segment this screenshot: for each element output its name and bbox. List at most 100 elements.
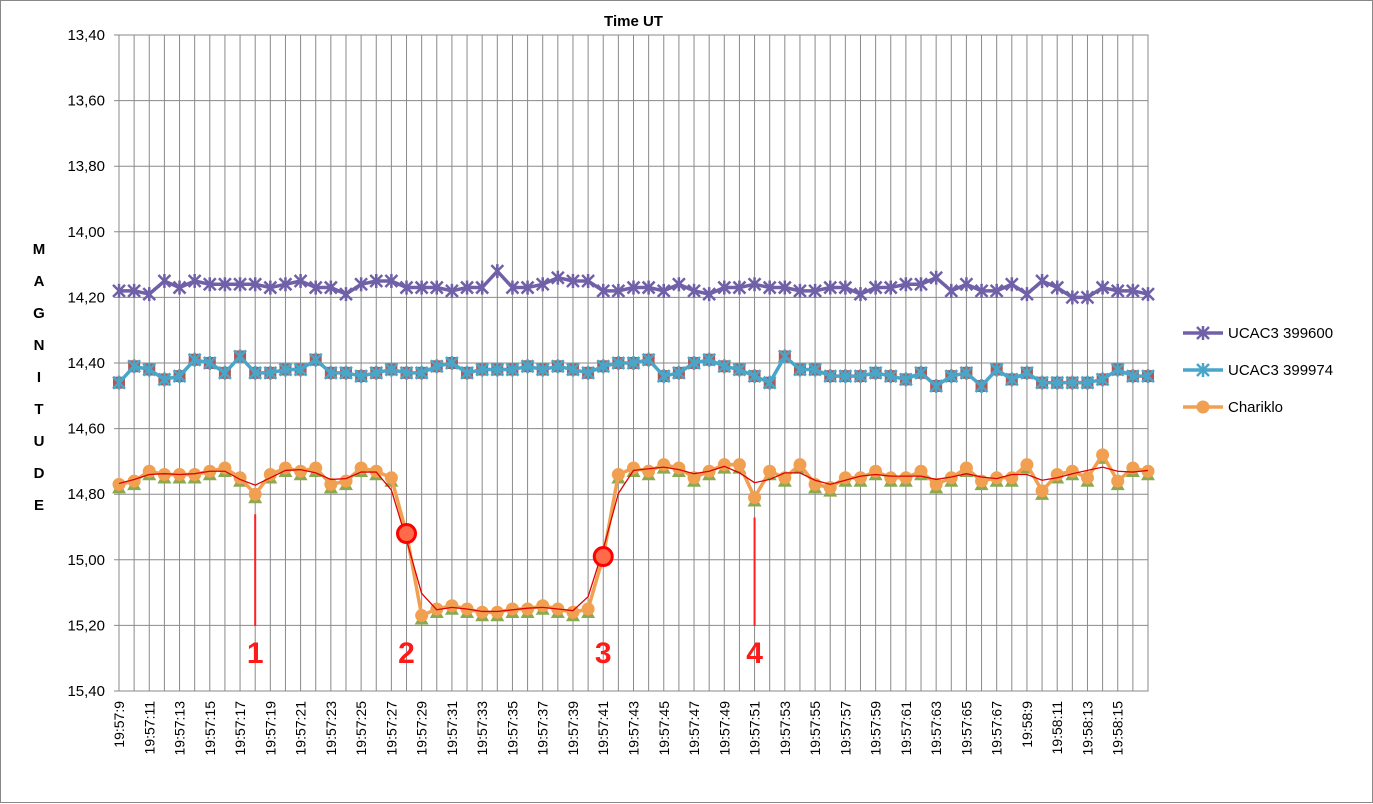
legend-label: UCAC3 399600 [1228,325,1333,342]
y-label-letter: U [34,433,45,450]
point-ucac3-399974 [233,349,247,364]
point-chariklo [944,471,958,485]
point-ucac3-399974 [762,375,777,390]
point-chariklo [869,464,883,478]
event-highlight-marker [592,546,614,568]
y-tick-label: 15,20 [67,617,105,634]
x-tick-label: 19:57:47 [686,701,702,756]
point-ucac3-399600 [323,280,338,295]
point-ucac3-399600 [717,280,732,295]
point-ucac3-399600 [989,283,1004,298]
point-ucac3-399974 [672,365,686,380]
point-ucac3-399974 [656,369,671,384]
point-ucac3-399974 [838,369,853,384]
point-chariklo [233,471,247,485]
point-chariklo [369,464,383,478]
point-ucac3-399600 [868,280,883,295]
legend: UCAC3 399600 UCAC3 399974 Chariklo [1183,325,1333,416]
point-ucac3-399600 [369,274,384,288]
point-ucac3-399600 [838,280,853,295]
point-ucac3-399974 [823,369,838,384]
point-chariklo [838,471,852,485]
x-tick-label: 19:57:49 [716,701,732,756]
x-tick-label: 19:57:59 [868,701,884,756]
legend-label: UCAC3 399974 [1228,362,1333,379]
point-chariklo [490,605,504,619]
point-chariklo [566,605,580,619]
point-chariklo [536,599,550,613]
point-chariklo [990,471,1004,485]
point-chariklo [793,458,807,472]
point-ucac3-399974 [959,365,974,380]
event-label: 2 [398,637,415,670]
y-label-letter: N [34,337,45,354]
point-ucac3-399974 [974,378,989,393]
x-tick-label: 19:57:55 [807,701,823,756]
y-tick-label: 15,00 [67,552,105,569]
point-ucac3-399600 [1095,280,1110,295]
point-ucac3-399600 [611,283,626,298]
point-chariklo [218,461,232,475]
point-ucac3-399974 [520,359,535,374]
point-ucac3-399974 [914,365,928,380]
point-chariklo [505,602,519,616]
point-ucac3-399600 [793,283,807,298]
point-ucac3-399974 [581,365,595,380]
point-ucac3-399600 [308,280,323,295]
point-ucac3-399974 [717,359,732,374]
point-ucac3-399600 [475,280,490,295]
point-chariklo [1096,448,1110,462]
x-tick-label: 19:57:27 [383,701,399,756]
point-ucac3-399974 [112,375,126,390]
y-tick-label: 15,40 [67,683,105,700]
point-ucac3-399600 [1035,274,1049,288]
point-ucac3-399600 [898,277,913,292]
point-chariklo [853,471,867,485]
point-ucac3-399600 [853,287,868,302]
point-ucac3-399974 [339,365,353,380]
point-ucac3-399600 [505,280,520,295]
point-ucac3-399974 [883,369,898,384]
point-ucac3-399974 [384,362,399,377]
point-ucac3-399974 [687,356,701,370]
x-tick-label: 19:57:39 [565,701,581,756]
point-ucac3-399600 [202,277,217,292]
point-ucac3-399974 [1050,375,1065,390]
point-ucac3-399974 [853,369,868,384]
x-tick-label: 19:57:31 [444,701,460,756]
point-ucac3-399600 [626,280,641,295]
point-ucac3-399600 [672,277,686,292]
point-ucac3-399974 [172,369,187,384]
point-ucac3-399974 [535,362,550,377]
legend-item: UCAC3 399600 [1183,325,1333,342]
x-tick-labels: 19:57:9 19:57:11 19:57:13 19:57:15 19:57:17 1… [111,701,1126,756]
point-ucac3-399974 [157,372,172,387]
point-ucac3-399600 [187,274,202,288]
point-ucac3-399974 [626,356,641,370]
point-ucac3-399974 [732,362,747,377]
point-chariklo [672,461,686,475]
point-ucac3-399600 [1065,290,1080,305]
x-tick-label: 19:58:15 [1110,701,1126,756]
x-tick-label: 19:57:45 [656,701,672,756]
point-ucac3-399600 [429,280,444,295]
point-ucac3-399600 [460,280,474,295]
point-chariklo [475,605,489,619]
point-chariklo [384,471,398,485]
event-highlight-marker [396,523,418,545]
point-ucac3-399974 [566,362,580,377]
point-ucac3-399974 [369,365,384,380]
x-tick-label: 19:57:19 [262,701,278,756]
y-tick-label: 14,40 [67,355,105,372]
point-ucac3-399974 [187,352,202,367]
point-ucac3-399974 [793,362,807,377]
point-ucac3-399974 [1125,369,1140,384]
x-tick-label: 19:57:35 [504,701,520,756]
point-ucac3-399600 [112,283,126,298]
point-ucac3-399974 [127,359,142,374]
x-tick-label: 19:58:9 [1019,701,1035,748]
point-ucac3-399974 [429,359,444,374]
point-ucac3-399974 [1141,369,1155,384]
point-ucac3-399974 [293,362,308,377]
